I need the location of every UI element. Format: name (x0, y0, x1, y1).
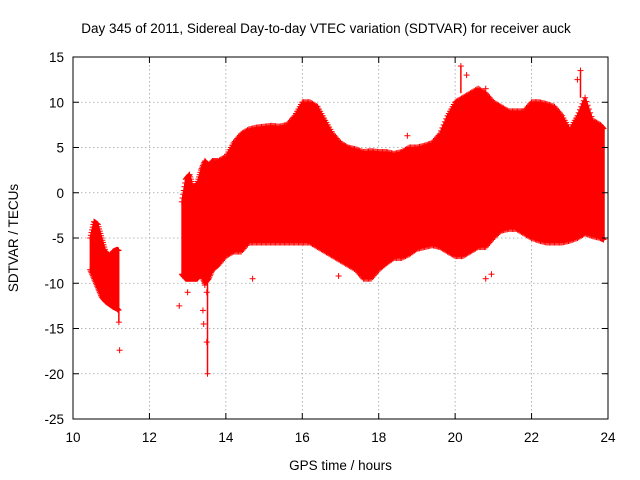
data-cloud-main-edge-marker (600, 125, 607, 132)
data-cloud-main-edge-marker (583, 98, 590, 105)
data-cloud-main-edge-marker (578, 103, 585, 110)
data-point-outlier (199, 307, 206, 314)
data-point-outlier (463, 72, 470, 79)
x-tick-label: 10 (65, 430, 80, 445)
data-cloud-main-edge-marker (401, 253, 408, 260)
data-cloud-main-edge-marker (576, 106, 583, 113)
data-point-outlier (176, 302, 183, 309)
y-tick-label: -10 (44, 276, 64, 291)
data-cloud-main-edge-marker (504, 107, 511, 114)
data-cloud-main-edge-marker (574, 112, 581, 119)
y-tick-label: -25 (44, 412, 64, 427)
data-point-outlier (335, 273, 342, 280)
x-tick-label: 18 (371, 430, 386, 445)
data-cloud-early-edge-marker (87, 232, 94, 239)
data-cloud-main-edge-marker (580, 97, 587, 104)
data-cloud-early-edge-marker (89, 226, 96, 233)
data-point-outlier (203, 339, 210, 346)
data-cloud-early-edge-marker (87, 235, 94, 241)
chart-title: Day 345 of 2011, Sidereal Day-to-day VTE… (81, 21, 571, 36)
data-cloud-main-edge-marker (221, 154, 228, 161)
data-cloud-main-edge-marker (313, 103, 320, 110)
data-cloud-main-edge-marker (399, 254, 406, 261)
data-cloud-main-edge-marker (403, 252, 410, 259)
data-cloud-early-edge-marker (115, 247, 122, 254)
data-cloud-main-edge-marker (575, 109, 582, 116)
data-cloud-main-edge-marker (405, 145, 412, 152)
data-point-outlier (184, 289, 191, 296)
y-tick-label: 15 (49, 50, 64, 65)
data-cloud-main-edge-marker (398, 254, 405, 261)
data-cloud-main-edge-marker (244, 127, 251, 134)
data-cloud-main (181, 87, 605, 285)
y-axis-label: SDTVAR / TECUs (6, 184, 21, 293)
data-cloud-main-edge-marker (193, 181, 200, 188)
data-point-outlier (574, 76, 581, 83)
data-cloud-main-edge-marker (402, 253, 409, 260)
x-axis-label: GPS time / hours (289, 458, 392, 473)
data-cloud-main-edge-marker (389, 255, 396, 262)
x-tick-label: 24 (600, 430, 616, 445)
data-cloud-early-edge-marker (89, 224, 96, 231)
data-cloud-main-edge-marker (599, 124, 606, 131)
y-tick-label: -5 (52, 231, 64, 246)
data-cloud-main-edge-marker (450, 252, 457, 259)
data-point-outlier (116, 347, 123, 354)
data-point-outlier (482, 85, 489, 92)
data-cloud-main-edge-marker (436, 130, 443, 137)
data-cloud-early-edge-marker (88, 229, 95, 236)
data-cloud-main-edge-marker (229, 249, 236, 256)
data-cloud-main-edge-marker (588, 113, 595, 120)
data-cloud-main-edge-marker (438, 127, 445, 134)
data-point-outlier (404, 132, 411, 139)
data-cloud-main-edge-marker (440, 121, 447, 128)
x-tick-label: 20 (448, 430, 463, 445)
x-tick-label: 16 (295, 430, 310, 445)
data-cloud-main-edge-marker (527, 234, 534, 241)
data-cloud-main-edge-marker (585, 106, 592, 113)
data-cloud-main-edge-marker (439, 124, 446, 131)
y-tick-label: -15 (44, 322, 64, 337)
data-cloud-main-edge-marker (180, 187, 187, 194)
data-cloud-main-edge-marker (343, 143, 350, 150)
data-cloud-main-edge-marker (441, 118, 448, 125)
data-point-outlier (482, 275, 489, 282)
x-tick-label: 22 (524, 430, 539, 445)
data-cloud-main-edge-marker (182, 179, 189, 186)
tick-layer: 10 12 14 16 18 20 22 24 -25 -20 -15 -10 -5 0 5 10 15 (44, 50, 616, 445)
x-tick-label: 14 (218, 430, 234, 445)
data-point-outlier (200, 320, 207, 327)
y-tick-label: -20 (44, 367, 64, 382)
data-cloud-main-edge-marker (584, 102, 591, 109)
data-cloud-main-edge-marker (443, 115, 450, 122)
data-cloud-main-edge-marker (587, 109, 594, 116)
data-cloud-main-edge-marker (178, 198, 185, 205)
data-cloud-main-edge-marker (412, 246, 419, 253)
data-point-outlier (203, 289, 210, 296)
y-tick-label: 10 (49, 95, 64, 110)
data-point-outlier (249, 275, 256, 282)
data-cloud-main-edge-marker (582, 94, 589, 101)
data-point-outlier (488, 271, 495, 278)
data-cloud-main-edge-marker (473, 244, 480, 251)
data-cloud-main-edge-marker (180, 191, 187, 198)
y-tick-label: 0 (56, 186, 64, 201)
data-cloud-main-edge-marker (579, 100, 586, 107)
data-cloud-main-edge-marker (179, 195, 186, 202)
y-tick-label: 5 (56, 141, 64, 156)
x-tick-label: 12 (142, 430, 157, 445)
data-cloud-main-edge-marker (181, 183, 188, 190)
data-layer (87, 63, 607, 377)
